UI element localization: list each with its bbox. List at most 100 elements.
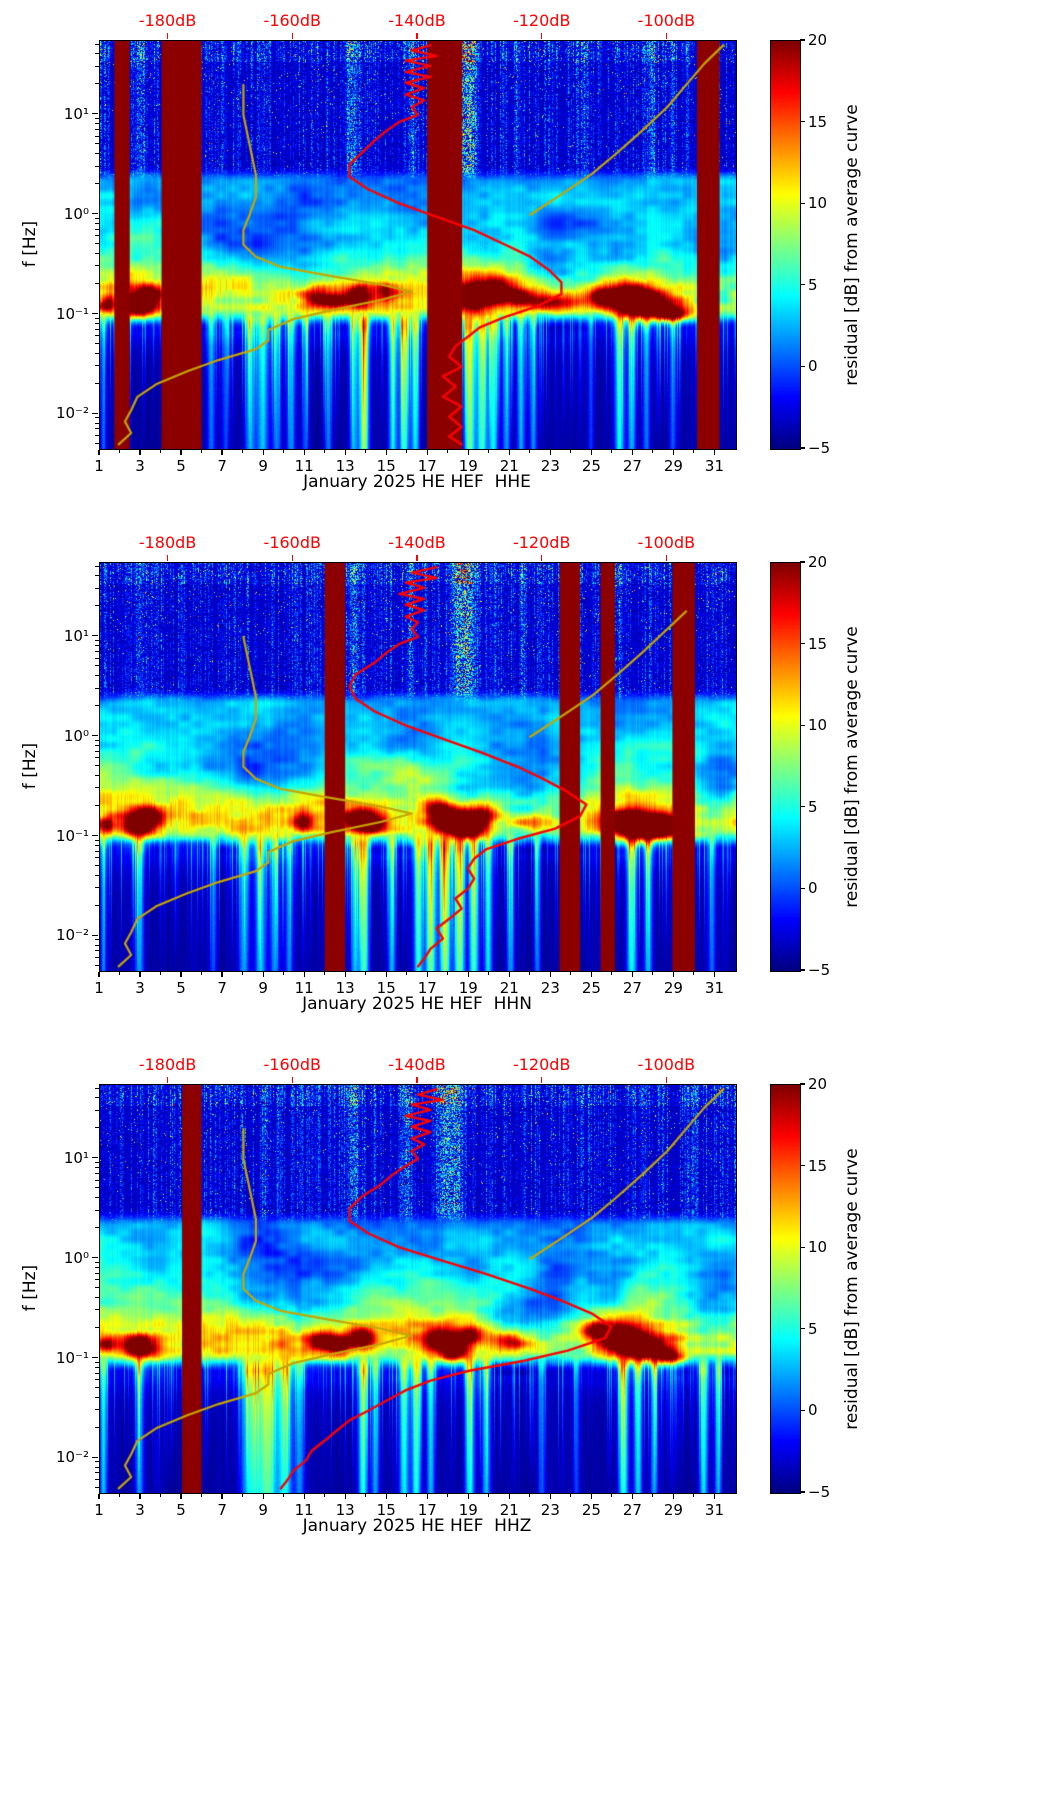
x-axis-tick-label: 5 bbox=[176, 1501, 186, 1519]
y-axis-tick bbox=[92, 412, 98, 414]
y-axis-minor-tick bbox=[94, 744, 99, 746]
x-axis-tick bbox=[672, 1494, 675, 1499]
y-axis-tick bbox=[92, 213, 98, 215]
colorbar-tick-label: 0 bbox=[808, 1401, 818, 1420]
x-axis-tick bbox=[713, 450, 716, 455]
x-axis-tick-label: 23 bbox=[540, 979, 560, 997]
x-axis-tick-label: 15 bbox=[376, 979, 396, 997]
top-axis-tick-label: -180dB bbox=[138, 533, 197, 552]
y-axis-minor-tick bbox=[94, 665, 99, 667]
x-axis-tick bbox=[713, 1494, 716, 1499]
x-axis-minor-tick bbox=[488, 972, 490, 975]
x-axis-tick bbox=[262, 1494, 264, 1499]
y-axis-minor-tick bbox=[94, 1209, 99, 1211]
y-axis-minor-tick bbox=[94, 1087, 99, 1089]
top-axis-tick bbox=[416, 1077, 418, 1083]
y-axis-tick-label: 10¹ bbox=[63, 626, 89, 645]
x-axis-tick-label: 19 bbox=[458, 457, 478, 475]
top-axis-tick bbox=[166, 33, 169, 39]
x-axis-tick-label: 7 bbox=[217, 457, 227, 475]
x-axis-minor-tick bbox=[447, 1494, 449, 1497]
x-axis-tick-label: 3 bbox=[135, 1501, 145, 1519]
colorbar-tick bbox=[800, 806, 805, 808]
x-axis-tick-label: 11 bbox=[294, 979, 314, 997]
colorbar-tick-label: 20 bbox=[808, 1075, 828, 1093]
y-axis-minor-tick bbox=[94, 687, 99, 689]
y-axis-minor-tick bbox=[94, 739, 99, 741]
y-axis-minor-tick bbox=[94, 1466, 99, 1468]
y-axis-minor-tick bbox=[94, 217, 99, 219]
x-axis-tick bbox=[426, 450, 428, 455]
top-axis-tick bbox=[541, 1077, 543, 1083]
colorbar-tick bbox=[800, 1165, 805, 1167]
x-axis-minor-tick bbox=[488, 450, 490, 453]
y-axis-minor-tick bbox=[94, 1127, 99, 1129]
x-axis-tick bbox=[385, 450, 387, 455]
x-axis-tick-label: 11 bbox=[294, 1501, 314, 1519]
y-axis-minor-tick bbox=[94, 844, 99, 846]
x-axis-tick bbox=[303, 1494, 305, 1499]
x-axis-tick-label: 13 bbox=[335, 457, 355, 475]
x-axis-tick-label: 5 bbox=[176, 457, 186, 475]
x-axis-tick-label: 1 bbox=[94, 1501, 104, 1519]
top-axis-tick-label: -100dB bbox=[637, 533, 696, 552]
y-axis-minor-tick bbox=[94, 1167, 99, 1169]
top-axis-tick bbox=[291, 33, 293, 39]
x-axis-tick bbox=[344, 450, 346, 455]
y-axis-tick bbox=[92, 635, 98, 637]
x-axis-tick-label: 15 bbox=[376, 457, 396, 475]
y-axis-tick-label: 10⁰ bbox=[63, 726, 89, 745]
y-axis-tick-label: 10⁻² bbox=[55, 404, 89, 423]
y-axis-minor-tick bbox=[94, 650, 99, 652]
x-axis-tick-label: 29 bbox=[663, 457, 683, 475]
plot-area bbox=[99, 562, 737, 972]
y-axis-tick-label: 10⁻¹ bbox=[55, 304, 89, 323]
colorbar-tick bbox=[800, 202, 805, 204]
y-axis-minor-tick bbox=[94, 750, 99, 752]
x-axis-minor-tick bbox=[447, 972, 449, 975]
y-axis-minor-tick bbox=[94, 1187, 99, 1189]
top-axis-tick-label: -140dB bbox=[388, 533, 446, 552]
y-axis-minor-tick bbox=[94, 865, 99, 867]
y-axis-minor-tick bbox=[94, 183, 99, 185]
y-axis-tick bbox=[92, 113, 98, 115]
x-axis-tick-label: 17 bbox=[417, 457, 437, 475]
x-axis-tick-label: 19 bbox=[458, 1501, 478, 1519]
y-axis-minor-tick bbox=[94, 1172, 99, 1174]
colorbar-canvas bbox=[771, 563, 800, 971]
x-axis-minor-tick bbox=[324, 450, 326, 453]
y-axis-minor-tick bbox=[94, 765, 99, 767]
colorbar bbox=[770, 40, 801, 450]
y-axis-minor-tick bbox=[94, 887, 99, 889]
x-axis-minor-tick bbox=[160, 1494, 162, 1497]
x-axis-tick-label: 1 bbox=[94, 457, 104, 475]
x-axis-tick bbox=[98, 972, 100, 977]
x-axis-tick bbox=[98, 1494, 100, 1499]
x-axis-minor-tick bbox=[570, 1494, 572, 1497]
x-axis-tick bbox=[508, 1494, 510, 1499]
y-axis-minor-tick bbox=[94, 1261, 99, 1263]
x-axis-minor-tick bbox=[652, 972, 654, 975]
x-axis-tick bbox=[221, 1494, 223, 1499]
top-axis-tick-label: -140dB bbox=[388, 11, 446, 30]
colorbar-tick bbox=[800, 365, 805, 367]
x-axis-minor-tick bbox=[611, 1494, 613, 1497]
y-axis-minor-tick bbox=[94, 143, 99, 145]
colorbar-tick bbox=[800, 1246, 805, 1248]
colorbar-tick bbox=[800, 1409, 805, 1411]
y-axis-tick bbox=[92, 735, 98, 737]
x-axis-tick bbox=[139, 450, 141, 455]
x-axis-tick-label: 21 bbox=[499, 457, 519, 475]
x-axis-tick-label: 5 bbox=[176, 979, 186, 997]
top-axis-tick-label: -100dB bbox=[637, 1055, 696, 1074]
colorbar-tick-label: 10 bbox=[808, 716, 828, 735]
colorbar-tick-label: 5 bbox=[808, 275, 818, 294]
x-axis-tick-label: 25 bbox=[581, 1501, 601, 1519]
colorbar-tick bbox=[800, 284, 805, 286]
x-axis-tick bbox=[180, 1494, 182, 1499]
x-axis-tick bbox=[262, 450, 264, 455]
x-axis-tick-label: 19 bbox=[458, 979, 478, 997]
colorbar-tick-label: 10 bbox=[808, 1238, 828, 1257]
y-axis-minor-tick bbox=[94, 1472, 99, 1474]
x-axis-tick bbox=[508, 972, 510, 977]
